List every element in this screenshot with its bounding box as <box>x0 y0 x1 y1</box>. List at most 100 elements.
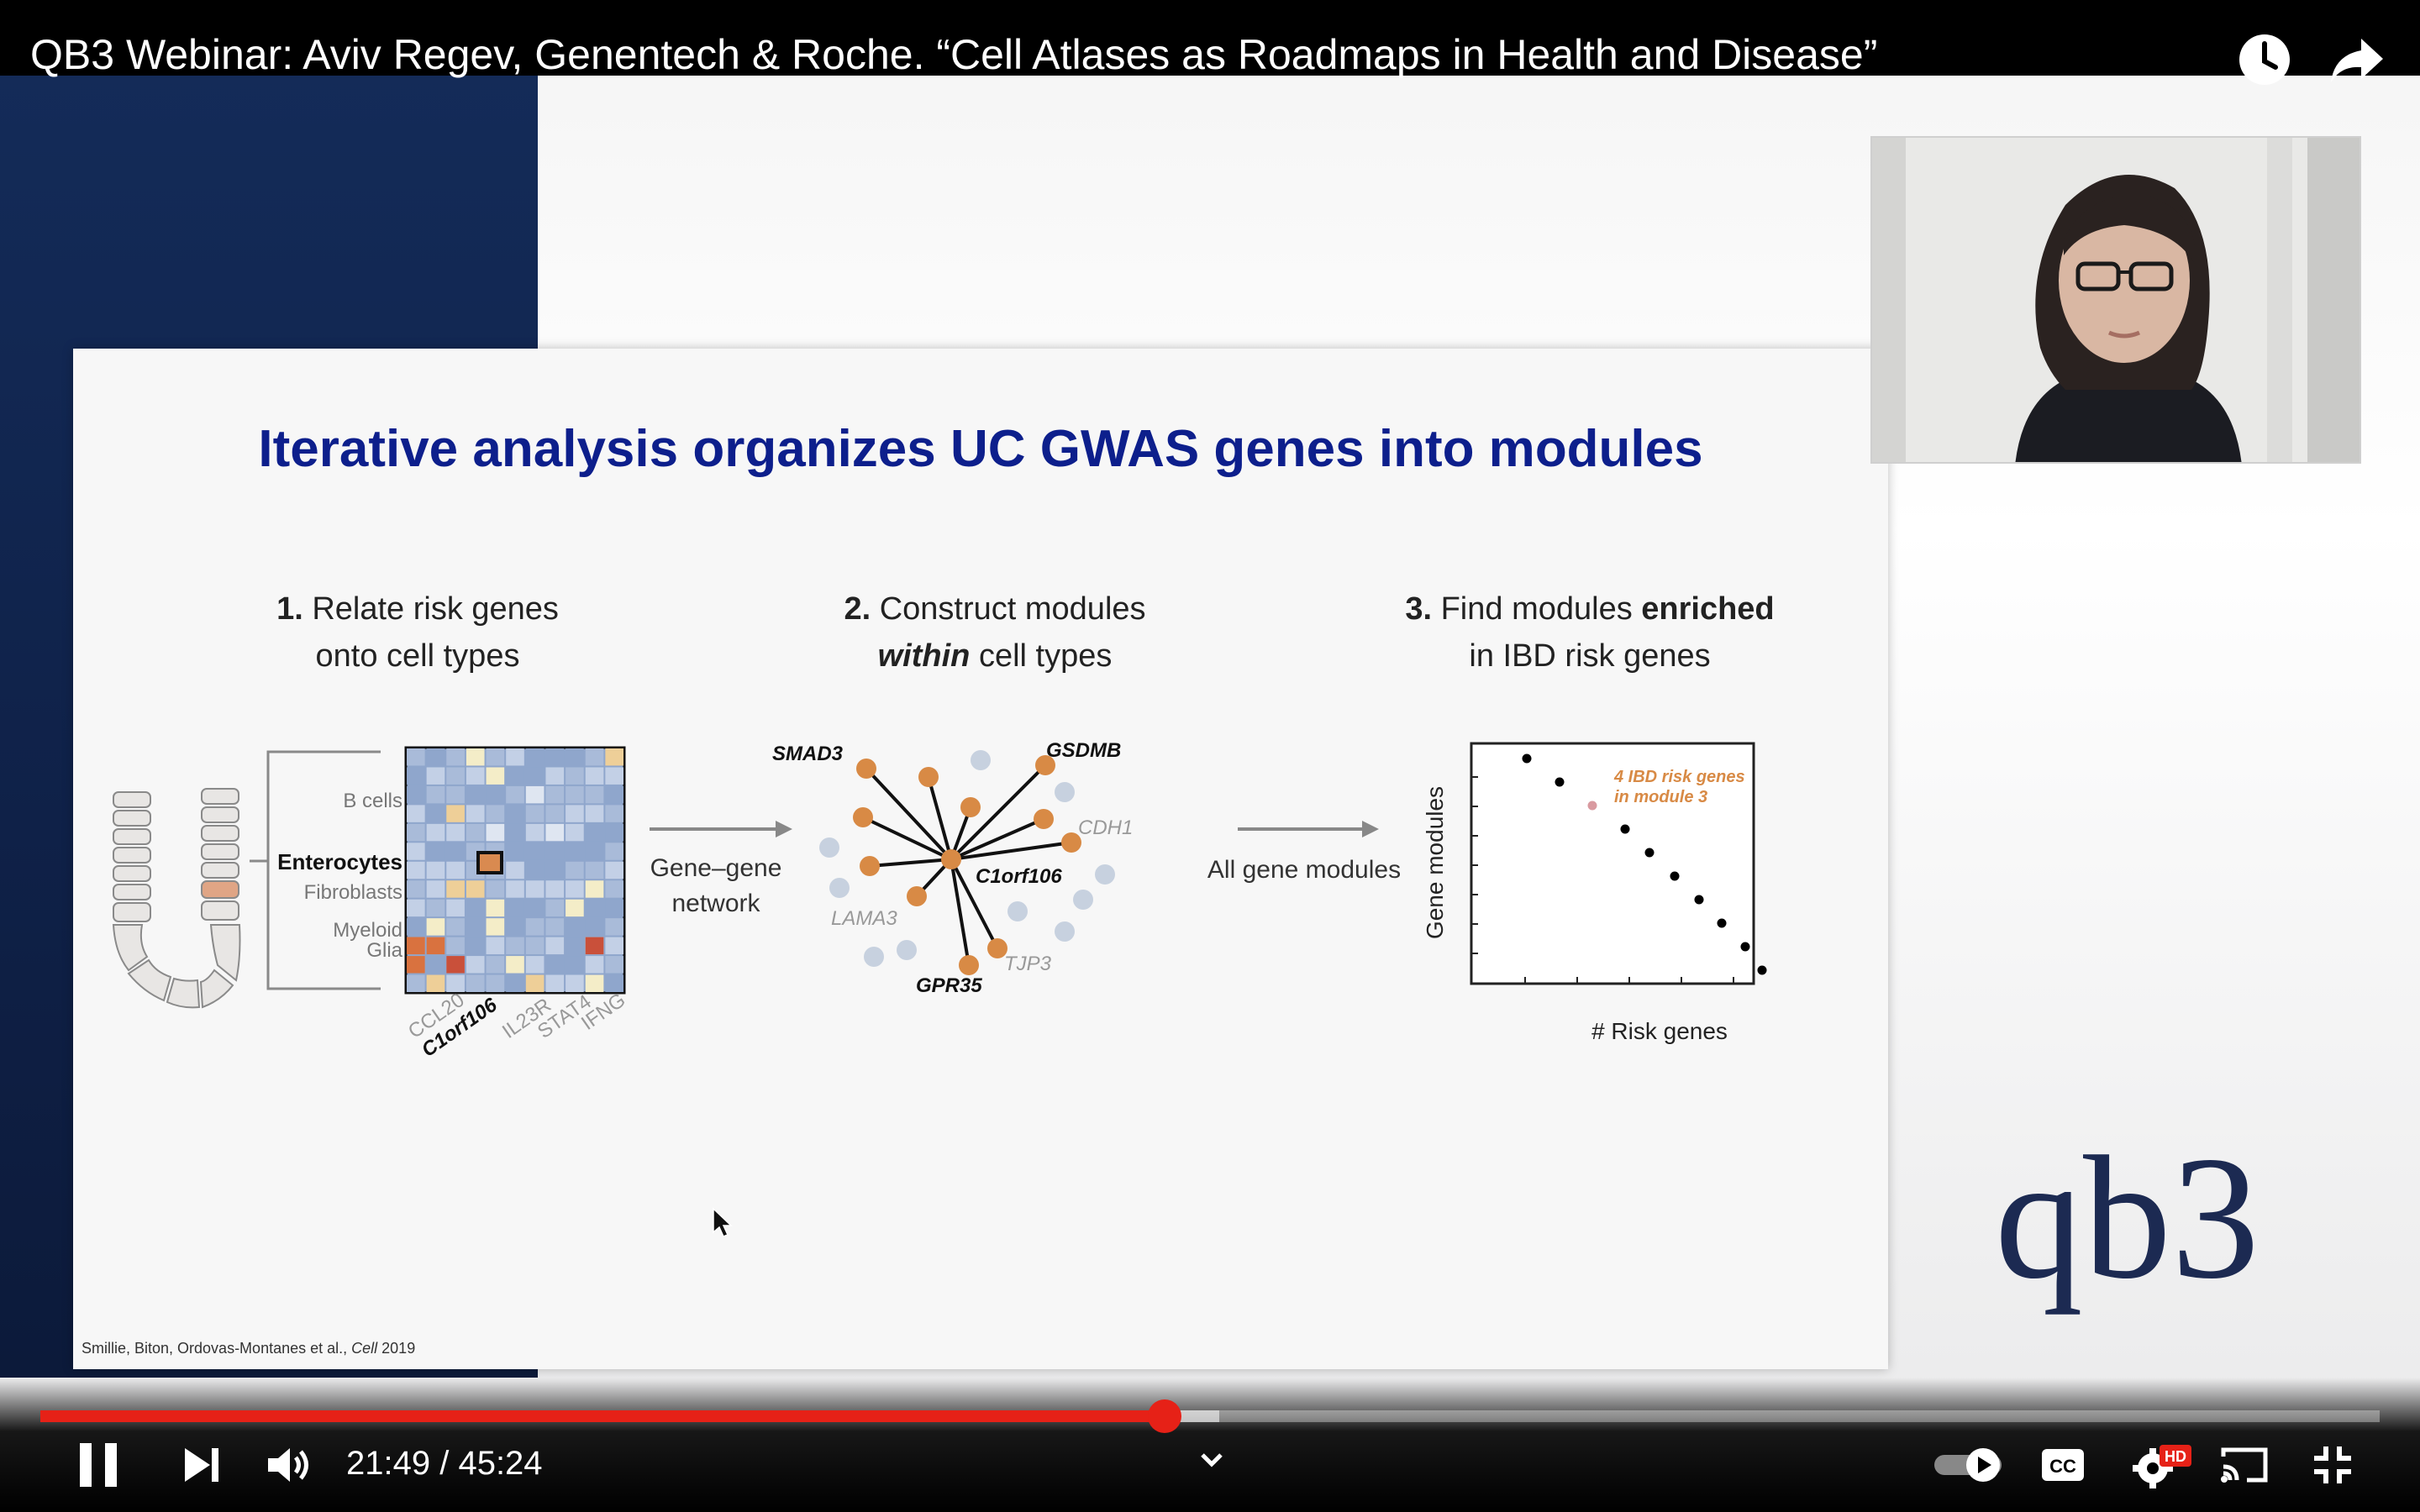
heatmap-cell <box>426 956 445 974</box>
heatmap-cell <box>466 937 485 955</box>
volume-button[interactable] <box>267 1440 314 1490</box>
heatmap-cell <box>486 805 505 822</box>
label-glia: Glia <box>366 939 402 962</box>
node-label-c1orf106: C1orf106 <box>976 865 1062 888</box>
heatmap-cell <box>605 956 623 974</box>
heatmap-cell <box>545 748 565 766</box>
heatmap-cell <box>525 767 544 785</box>
heatmap-cell <box>426 767 445 785</box>
plot-x-label: # Risk genes <box>1591 1018 1728 1044</box>
heatmap-cell <box>545 918 565 936</box>
step2-subheading: within cell types <box>878 638 1113 674</box>
heatmap-cell <box>566 861 584 879</box>
heatmap-cell <box>506 748 524 766</box>
heatmap-cell <box>525 785 544 804</box>
plot-point <box>1555 777 1565 787</box>
captions-button[interactable]: CC <box>2040 1440 2086 1490</box>
crypt-bracket <box>250 750 381 990</box>
pause-icon <box>80 1443 117 1487</box>
arrow2-label: All gene modules <box>1207 856 1401 884</box>
presentation-slide: Iterative analysis organizes UC GWAS gen… <box>73 349 1888 1369</box>
exit-fullscreen-icon <box>2314 1446 2351 1483</box>
progress-bar[interactable] <box>40 1399 2380 1433</box>
heatmap-cell <box>525 880 544 898</box>
heatmap-cell <box>585 785 604 804</box>
heatmap-cell <box>525 937 544 955</box>
node-label-gsdmb: GSDMB <box>1046 739 1121 762</box>
heatmap-cell <box>506 823 524 842</box>
volume-icon <box>268 1448 308 1482</box>
share-icon[interactable] <box>2329 37 2385 84</box>
heatmap-cell <box>426 899 445 917</box>
plot-point <box>1522 753 1532 764</box>
heatmap-cell <box>407 785 425 804</box>
plot-point <box>1717 918 1727 928</box>
label-enterocytes: Enterocytes <box>277 849 402 874</box>
label-myeloid: Myeloid <box>333 919 402 942</box>
next-button[interactable] <box>182 1440 224 1490</box>
heatmap-cell <box>446 899 465 917</box>
crypt-illustration <box>112 788 241 1009</box>
heatmap-cell <box>407 805 425 822</box>
heatmap-cell <box>525 956 544 974</box>
step1-subheading: onto cell types <box>316 638 520 674</box>
plot-point <box>1644 848 1655 858</box>
heatmap-cell <box>605 805 623 822</box>
plot-point <box>1670 871 1680 881</box>
heatmap-cell <box>585 767 604 785</box>
heatmap-cell-highlight <box>426 937 445 955</box>
heatmap-cell <box>506 805 524 822</box>
heatmap-cell <box>506 785 524 804</box>
heatmap-cell <box>545 823 565 842</box>
heatmap-cell <box>605 843 623 860</box>
heatmap-cell <box>446 805 465 822</box>
heatmap-cell <box>486 785 505 804</box>
settings-button[interactable]: HD <box>2131 1440 2193 1490</box>
node-label-smad3: SMAD3 <box>772 743 844 765</box>
chapters-toggle[interactable] <box>1197 1445 1227 1475</box>
heatmap-cell <box>605 861 623 879</box>
heatmap-cell <box>486 937 505 955</box>
cursor-icon <box>713 1207 733 1237</box>
heatmap-cell <box>506 880 524 898</box>
plot-point <box>1620 824 1630 834</box>
heatmap-cell <box>446 974 465 992</box>
duration: 45:24 <box>458 1445 543 1482</box>
heatmap-cell <box>486 767 505 785</box>
heatmap-cell <box>407 767 425 785</box>
heatmap-cell <box>585 823 604 842</box>
label-fibroblasts: Fibroblasts <box>304 881 402 904</box>
progress-scrubber[interactable] <box>1147 1399 1181 1433</box>
slide-citation: Smillie, Biton, Ordovas-Montanes et al.,… <box>82 1340 415 1357</box>
pause-button[interactable] <box>77 1440 119 1490</box>
autoplay-toggle[interactable] <box>1931 1440 2007 1490</box>
heatmap-cell <box>525 748 544 766</box>
heatmap-cell <box>407 918 425 936</box>
exit-fullscreen-button[interactable] <box>2309 1440 2356 1490</box>
cast-button[interactable] <box>2218 1440 2270 1490</box>
heatmap-cell <box>506 918 524 936</box>
heatmap-cell <box>506 956 524 974</box>
step2-heading: 2. Construct modules <box>844 591 1145 627</box>
heatmap-cell <box>605 767 623 785</box>
heatmap-cell <box>545 880 565 898</box>
plot-point <box>1740 942 1750 952</box>
heatmap-highlight-cell <box>476 851 503 874</box>
heatmap-cell <box>506 843 524 860</box>
heatmap-cell <box>466 899 485 917</box>
heatmap-cell <box>446 767 465 785</box>
heatmap-cell <box>545 767 565 785</box>
svg-text:CC: CC <box>2049 1456 2076 1477</box>
heatmap-cell <box>525 843 544 860</box>
heatmap-cell <box>525 861 544 879</box>
time-separator: / <box>430 1445 459 1482</box>
heatmap-cell <box>506 899 524 917</box>
heatmap-cell <box>466 805 485 822</box>
plot-point <box>1757 965 1767 975</box>
video-title[interactable]: QB3 Webinar: Aviv Regev, Genentech & Roc… <box>30 31 1878 78</box>
watch-later-icon[interactable] <box>2238 34 2291 86</box>
heatmap-cell <box>426 823 445 842</box>
top-bar <box>0 0 2420 76</box>
heatmap-cell <box>446 861 465 879</box>
